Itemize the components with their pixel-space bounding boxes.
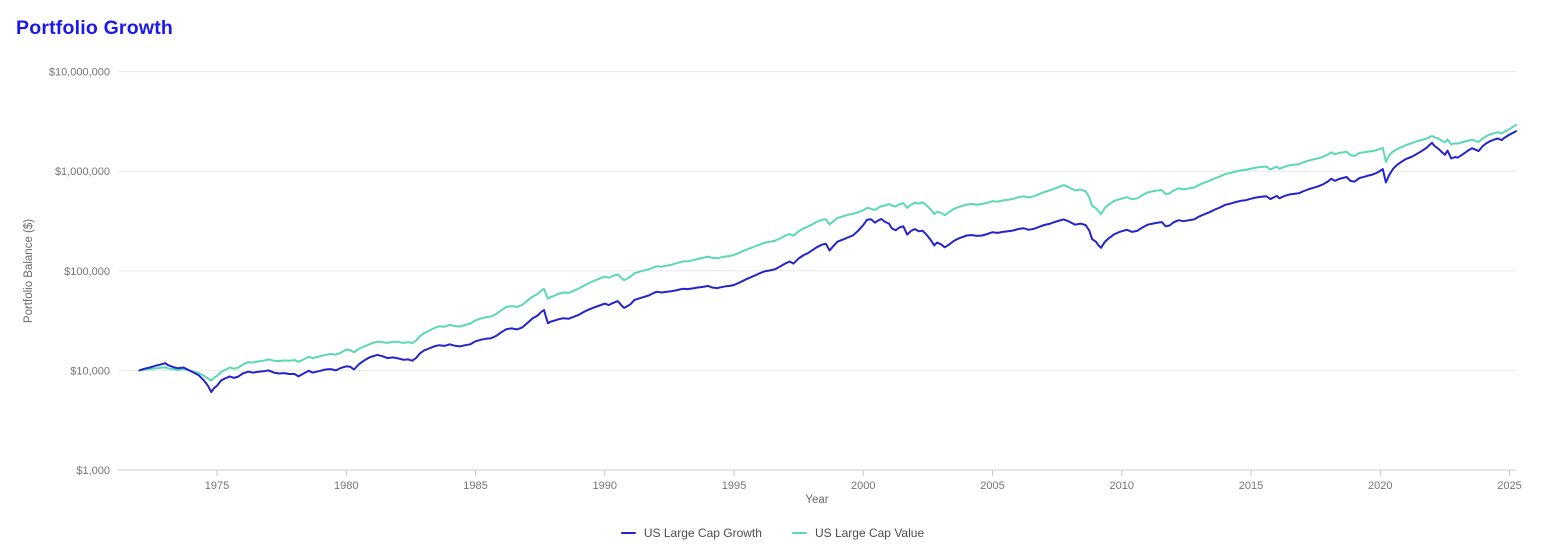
svg-text:$10,000: $10,000 <box>70 365 110 377</box>
svg-text:Year: Year <box>805 494 828 506</box>
chart-gridlines <box>118 71 1516 471</box>
legend-item-us-large-cap-value[interactable]: US Large Cap Value <box>791 526 925 540</box>
page-title: Portfolio Growth <box>16 17 174 39</box>
svg-text:$10,000,000: $10,000,000 <box>49 67 110 79</box>
chart-legend: US Large Cap Growth US Large Cap Value <box>0 526 1545 540</box>
svg-text:$1,000,000: $1,000,000 <box>55 166 110 178</box>
svg-text:1995: 1995 <box>722 480 746 492</box>
svg-text:1990: 1990 <box>593 480 617 492</box>
chart-axes: $1,000 $10,000 $100,000 $1,000,000 $10,000,0… <box>23 67 1522 506</box>
legend-label: US Large Cap Growth <box>643 526 762 540</box>
svg-text:2005: 2005 <box>980 480 1004 492</box>
svg-text:2010: 2010 <box>1110 480 1134 492</box>
svg-text:2020: 2020 <box>1368 480 1392 492</box>
chart-series-lines <box>138 123 1517 394</box>
svg-text:1980: 1980 <box>334 480 358 492</box>
value-series-swatch-icon <box>791 531 807 535</box>
legend-item-us-large-cap-growth[interactable]: US Large Cap Growth <box>620 526 762 540</box>
svg-text:1975: 1975 <box>205 480 229 492</box>
svg-text:2000: 2000 <box>851 480 875 492</box>
legend-label: US Large Cap Value <box>814 526 925 540</box>
growth-series-swatch-icon <box>620 531 636 535</box>
svg-text:2025: 2025 <box>1497 480 1521 492</box>
svg-text:$100,000: $100,000 <box>64 266 110 278</box>
svg-text:Portfolio Balance ($): Portfolio Balance ($) <box>23 219 35 323</box>
svg-text:1985: 1985 <box>463 480 487 492</box>
svg-text:$1,000: $1,000 <box>76 465 110 477</box>
portfolio-growth-chart[interactable]: $1,000 $10,000 $100,000 $1,000,000 $10,000,0… <box>0 0 1545 512</box>
svg-text:2015: 2015 <box>1239 480 1263 492</box>
